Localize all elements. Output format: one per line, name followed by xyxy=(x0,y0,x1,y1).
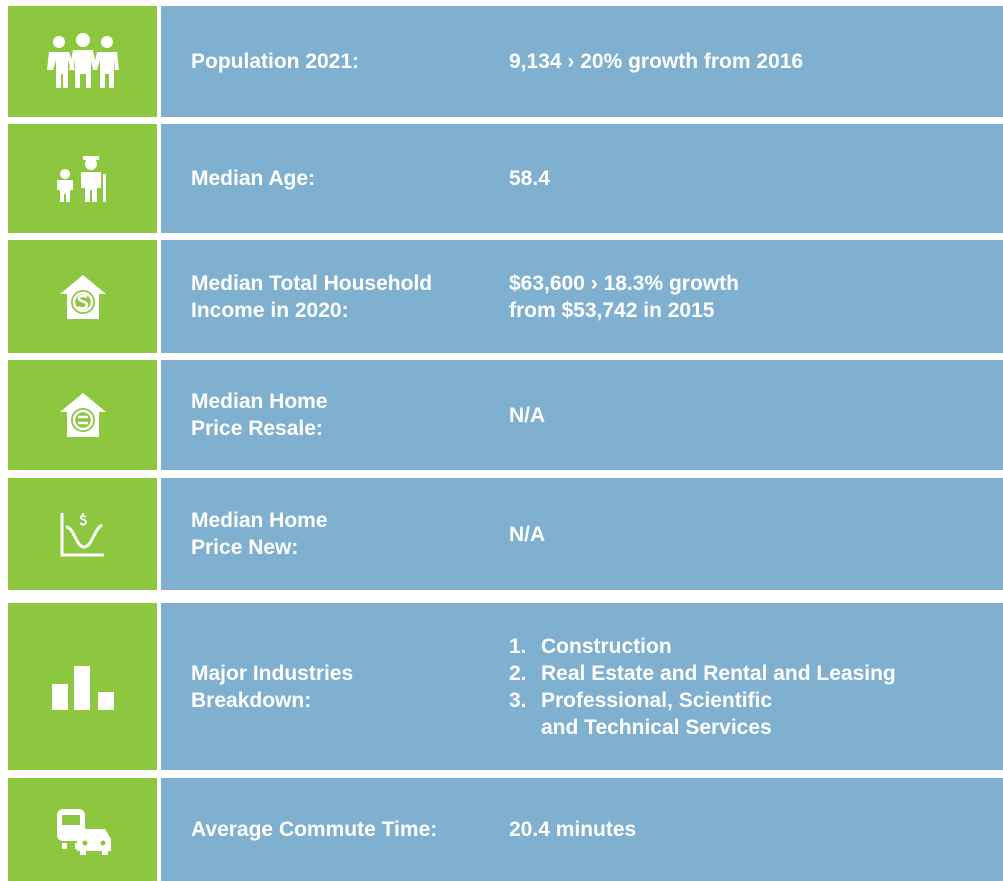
icon-graphic xyxy=(51,665,114,710)
row: Population 2021: 9,134 › 20% growth from … xyxy=(0,6,1003,117)
label: Median Total Household Income in 2020: xyxy=(191,240,491,353)
label-line: Income in 2020: xyxy=(191,298,349,322)
value-line: N/A xyxy=(509,403,546,427)
value: 1. Construction 2. Real Estate and Rental a… xyxy=(509,603,993,770)
label-line: Average Commute Time: xyxy=(191,818,438,841)
item-number xyxy=(509,714,541,741)
value-line: $63,600 › 18.3% growth xyxy=(509,271,739,295)
label: Median Home Price Resale: xyxy=(191,360,491,470)
list-item: 3. Professional, Scientific xyxy=(509,687,993,714)
label-line: Breakdown: xyxy=(191,688,312,712)
row: Median Total Household Income in 2020: $63… xyxy=(0,240,1003,353)
item-text: Real Estate and Rental and Leasing xyxy=(541,661,896,685)
row: Average Commute Time: 20.4 minutes xyxy=(0,778,1003,881)
panel: Median Home Price New: N/A xyxy=(161,478,1003,590)
icon xyxy=(8,6,157,117)
icon xyxy=(8,240,157,353)
label-line: Price New: xyxy=(191,536,299,559)
label: Median Home Price New: xyxy=(191,478,491,590)
row: Median Age: 58.4 xyxy=(0,124,1003,233)
label-line: Median Age: xyxy=(191,167,316,190)
value-line: from $53,742 in 2015 xyxy=(509,298,715,322)
value-line: N/A xyxy=(509,522,546,546)
list-item: and Technical Services xyxy=(509,714,993,741)
row: Median Home Price Resale: N/A xyxy=(0,360,1003,470)
label: Major Industries Breakdown: xyxy=(191,603,491,770)
icon-graphic xyxy=(59,393,106,437)
item-text: and Technical Services xyxy=(541,715,772,739)
icon-graphic xyxy=(46,32,119,88)
label-line: Median Home xyxy=(191,509,328,532)
icon-graphic xyxy=(59,274,106,319)
value: 9,134 › 20% growth from 2016 xyxy=(509,6,993,117)
value-line: 20.4 minutes xyxy=(509,818,637,841)
label-line: Major Industries xyxy=(191,661,354,685)
panel: Major Industries Breakdown: 1. Construction… xyxy=(161,603,1003,770)
item-number: 3. xyxy=(509,688,527,712)
label: Median Age: xyxy=(191,124,491,233)
panel: Median Total Household Income in 2020: $63… xyxy=(161,240,1003,353)
label: Average Commute Time: xyxy=(191,778,491,881)
value: 58.4 xyxy=(509,124,993,233)
value: $63,600 › 18.3% growth from $53,742 in 20… xyxy=(509,240,993,353)
icon xyxy=(8,603,157,770)
panel: Population 2021: 9,134 › 20% growth from … xyxy=(161,6,1003,117)
row: Median Home Price New: N/A xyxy=(0,478,1003,590)
item-text: Professional, Scientific xyxy=(541,688,773,712)
panel: Average Commute Time: 20.4 minutes xyxy=(161,778,1003,881)
list-item: 1. Construction xyxy=(509,633,993,660)
row: Major Industries Breakdown: 1. Construction… xyxy=(0,603,1003,770)
panel: Median Home Price Resale: N/A xyxy=(161,360,1003,470)
item-number: 2. xyxy=(509,661,527,685)
label: Population 2021: xyxy=(191,6,491,117)
icon-graphic xyxy=(56,155,106,202)
label-line: Price Resale: xyxy=(191,417,323,440)
label-line: Population 2021: xyxy=(191,50,360,73)
value-line: 58.4 xyxy=(509,167,550,190)
label-line: Median Total Household xyxy=(191,271,433,295)
panel: Median Age: 58.4 xyxy=(161,124,1003,233)
item-number: 1. xyxy=(509,634,527,658)
value: N/A xyxy=(509,360,993,470)
icon-graphic xyxy=(56,808,111,855)
label-line: Median Home xyxy=(191,390,328,413)
list-item: 2. Real Estate and Rental and Leasing xyxy=(509,660,993,687)
icon xyxy=(8,478,157,590)
icon xyxy=(8,360,157,470)
item-text: Construction xyxy=(541,634,672,658)
icon xyxy=(8,124,157,233)
value: N/A xyxy=(509,478,993,590)
icon xyxy=(8,778,157,881)
value: 20.4 minutes xyxy=(509,778,993,881)
value-line: 9,134 › 20% growth from 2016 xyxy=(509,50,804,73)
icon-graphic xyxy=(60,513,104,557)
